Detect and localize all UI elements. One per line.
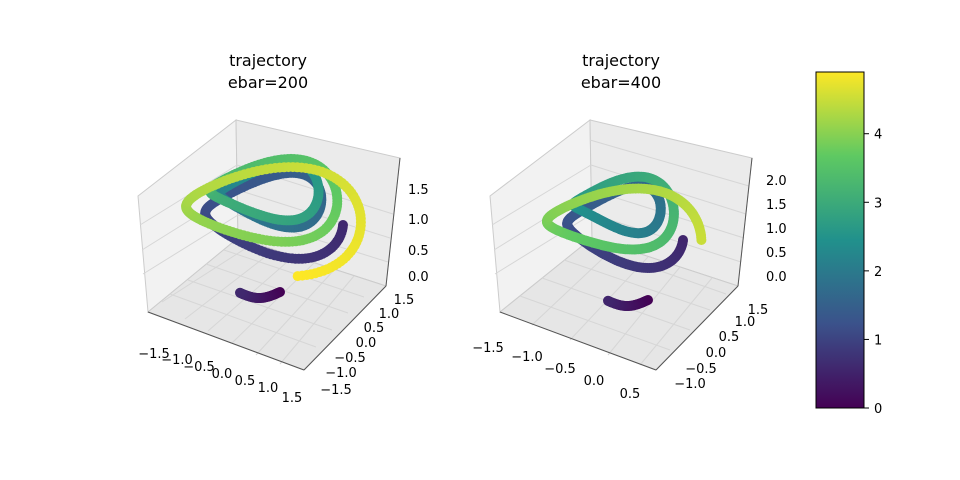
- x-tick-label: 0.5: [235, 374, 256, 389]
- y-tick-label: 1.5: [748, 303, 769, 318]
- trajectory-ebar-400: [542, 171, 707, 311]
- x-tick-label: −0.5: [544, 362, 576, 377]
- x-tick-label: −1.5: [472, 341, 504, 356]
- y-tick-label: 0.0: [356, 336, 377, 351]
- y-axis-line: [655, 285, 739, 371]
- x-tick-label: 1.5: [282, 391, 303, 406]
- colorbar-tick-label: 4: [874, 128, 882, 143]
- x-tick-label: 1.0: [258, 381, 279, 396]
- x-axis-line: [147, 311, 305, 371]
- z-axis-line: [385, 157, 401, 287]
- subplot-title-line-2: ebar=400: [581, 73, 661, 92]
- y-tick-label: −1.0: [674, 377, 706, 392]
- y-tick-labels: −1.5 −1.0 −0.5 0.0 0.5 1.0 1.5: [320, 293, 414, 398]
- trajectory-point: [235, 287, 245, 298]
- z-tick-label: 0.5: [766, 246, 787, 261]
- subplot-title-line-2: ebar=200: [228, 73, 308, 92]
- z-tick-label: 2.0: [766, 174, 787, 189]
- z-tick-label: 1.0: [408, 213, 429, 228]
- subplot-ebar-200: trajectory ebar=200 −1.5 −1.0: [137, 51, 429, 406]
- y-tick-label: 0.5: [364, 321, 385, 336]
- y-axis-line: [303, 285, 387, 371]
- y-tick-label: −0.5: [685, 362, 717, 377]
- x-tick-labels: −1.5 −1.0 −0.5 0.0 0.5: [472, 341, 640, 402]
- x-tick-label: 0.0: [212, 367, 233, 382]
- y-tick-label: 1.0: [735, 315, 756, 330]
- y-tick-label: 1.5: [394, 293, 415, 308]
- colorbar-gradient: [815, 71, 865, 409]
- colorbar-tick-label: 1: [874, 333, 882, 348]
- colorbar-tick-label: 2: [874, 265, 882, 280]
- z-tick-label: 0.0: [766, 270, 787, 285]
- x-tick-label: −0.5: [183, 360, 215, 375]
- x-tick-labels: −1.5 −1.0 −0.5 0.0 0.5 1.0 1.5: [138, 347, 302, 406]
- trajectory-point: [603, 295, 613, 306]
- z-tick-label: 0.0: [408, 270, 429, 285]
- y-tick-label: −1.0: [325, 366, 357, 381]
- z-tick-labels: 0.0 0.5 1.0 1.5: [408, 183, 429, 285]
- trajectory-ebar-200: [181, 153, 366, 303]
- z-tick-label: 1.5: [408, 183, 429, 198]
- z-tick-labels: 0.0 0.5 1.0 1.5 2.0: [766, 174, 787, 285]
- y-tick-labels: −1.0 −0.5 0.0 0.5 1.0 1.5: [674, 303, 768, 392]
- y-tick-label: 0.5: [719, 330, 740, 345]
- colorbar: 0 1 2 3 4: [815, 71, 882, 417]
- x-tick-label: −1.0: [161, 353, 193, 368]
- z-tick-label: 0.5: [408, 244, 429, 259]
- x-axis-line: [499, 311, 657, 371]
- x-tick-label: −1.0: [511, 350, 543, 365]
- y-tick-label: 1.0: [379, 307, 400, 322]
- x-tick-label: 0.5: [620, 387, 641, 402]
- x-tick-label: −1.5: [138, 347, 170, 362]
- z-tick-label: 1.5: [766, 198, 787, 213]
- z-axis-line: [737, 157, 753, 287]
- colorbar-ticks: 0 1 2 3 4: [864, 128, 882, 417]
- subplot-title-line-1: trajectory: [582, 51, 660, 70]
- colorbar-tick-label: 0: [874, 402, 882, 417]
- subplot-ebar-400: trajectory ebar=400 −1.5 −1.0: [472, 51, 786, 402]
- y-tick-label: 0.0: [706, 346, 727, 361]
- subplot-title-line-1: trajectory: [229, 51, 307, 70]
- trajectory-point: [292, 271, 303, 282]
- colorbar-tick-label: 3: [874, 196, 882, 211]
- y-tick-label: −0.5: [334, 351, 366, 366]
- trajectory-point: [696, 235, 707, 245]
- z-tick-label: 1.0: [766, 222, 787, 237]
- x-tick-label: 0.0: [584, 374, 605, 389]
- y-tick-label: −1.5: [320, 383, 352, 398]
